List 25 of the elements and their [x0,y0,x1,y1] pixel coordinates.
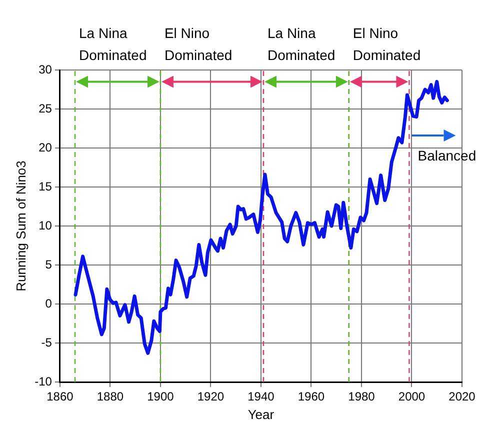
x-tick-label: 1960 [298,390,325,404]
x-tick-label: 1900 [147,390,174,404]
y-tick-label: -10 [34,374,52,388]
y-tick-label: 15 [38,179,52,194]
annotation: La Nina Dominated [79,25,147,63]
y-tick-label: 20 [38,140,52,154]
x-axis-title: Year [248,406,275,422]
y-tick-label: 0 [45,296,52,310]
x-tick-label: 2020 [448,390,476,404]
y-tick-label: -5 [41,335,52,350]
x-tick-label: 1980 [348,390,376,404]
x-tick-label: 1860 [46,390,74,404]
y-tick-label: 10 [38,218,52,232]
annotation: La Nina Dominated [267,25,336,63]
y-tick-label: 5 [45,257,52,272]
x-tick-label: 1920 [197,390,224,404]
x-tick-label: 1880 [96,390,124,404]
annotation: Balanced [418,147,476,164]
x-tick-label: 1940 [248,390,275,404]
y-axis-title: Running Sum of Nino3 [13,160,28,292]
x-tick-label: 2000 [398,390,426,404]
y-tick-label: 30 [38,62,52,76]
y-tick-label: 25 [38,101,52,116]
annotation: El Nino Dominated [352,25,421,63]
annotation: El Nino Dominated [164,25,232,63]
